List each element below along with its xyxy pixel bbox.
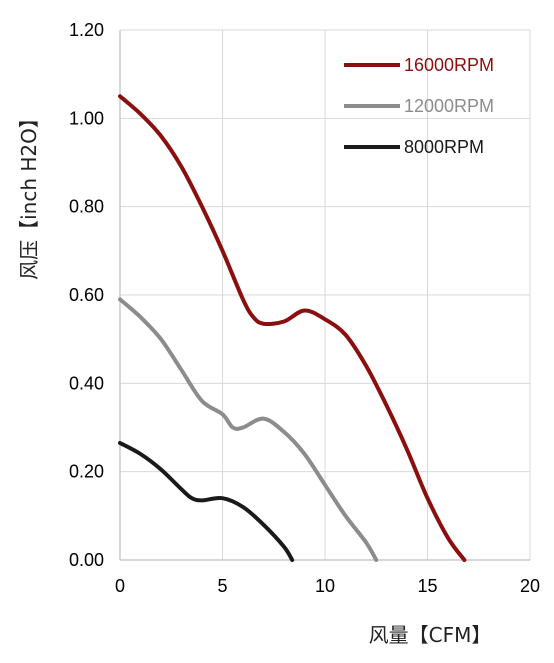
- tick-labels: 0 5 10 15 20 0.00 0.20 0.40 0.60 0.80 1.00 1.20: [69, 20, 540, 596]
- y-tick-label: 0.60: [69, 285, 104, 305]
- x-tick-label: 20: [520, 576, 540, 596]
- y-tick-label: 0.40: [69, 373, 104, 393]
- x-axis-title: 风量【CFM】: [369, 623, 492, 647]
- legend-label-12000rpm: 12000RPM: [404, 96, 494, 116]
- y-tick-label: 1.20: [69, 20, 104, 40]
- series-line-16000rpm: [118, 94, 467, 562]
- y-tick-label: 0.00: [69, 550, 104, 570]
- series-line-12000rpm: [118, 297, 379, 562]
- y-tick-label: 0.20: [69, 462, 104, 482]
- series-line-8000rpm: [118, 440, 295, 562]
- y-tick-label: 0.80: [69, 197, 104, 217]
- x-tick-label: 15: [417, 576, 437, 596]
- y-axis-title: 风压【inch H2O】: [17, 108, 41, 280]
- x-tick-label: 5: [217, 576, 227, 596]
- legend: 16000RPM 12000RPM 8000RPM: [344, 55, 494, 157]
- series-lines: [118, 94, 467, 562]
- legend-label-8000rpm: 8000RPM: [404, 137, 484, 157]
- axes: [119, 30, 530, 561]
- x-tick-label: 0: [115, 576, 125, 596]
- y-tick-label: 1.00: [69, 108, 104, 128]
- legend-label-16000rpm: 16000RPM: [404, 55, 494, 75]
- x-tick-label: 10: [315, 576, 335, 596]
